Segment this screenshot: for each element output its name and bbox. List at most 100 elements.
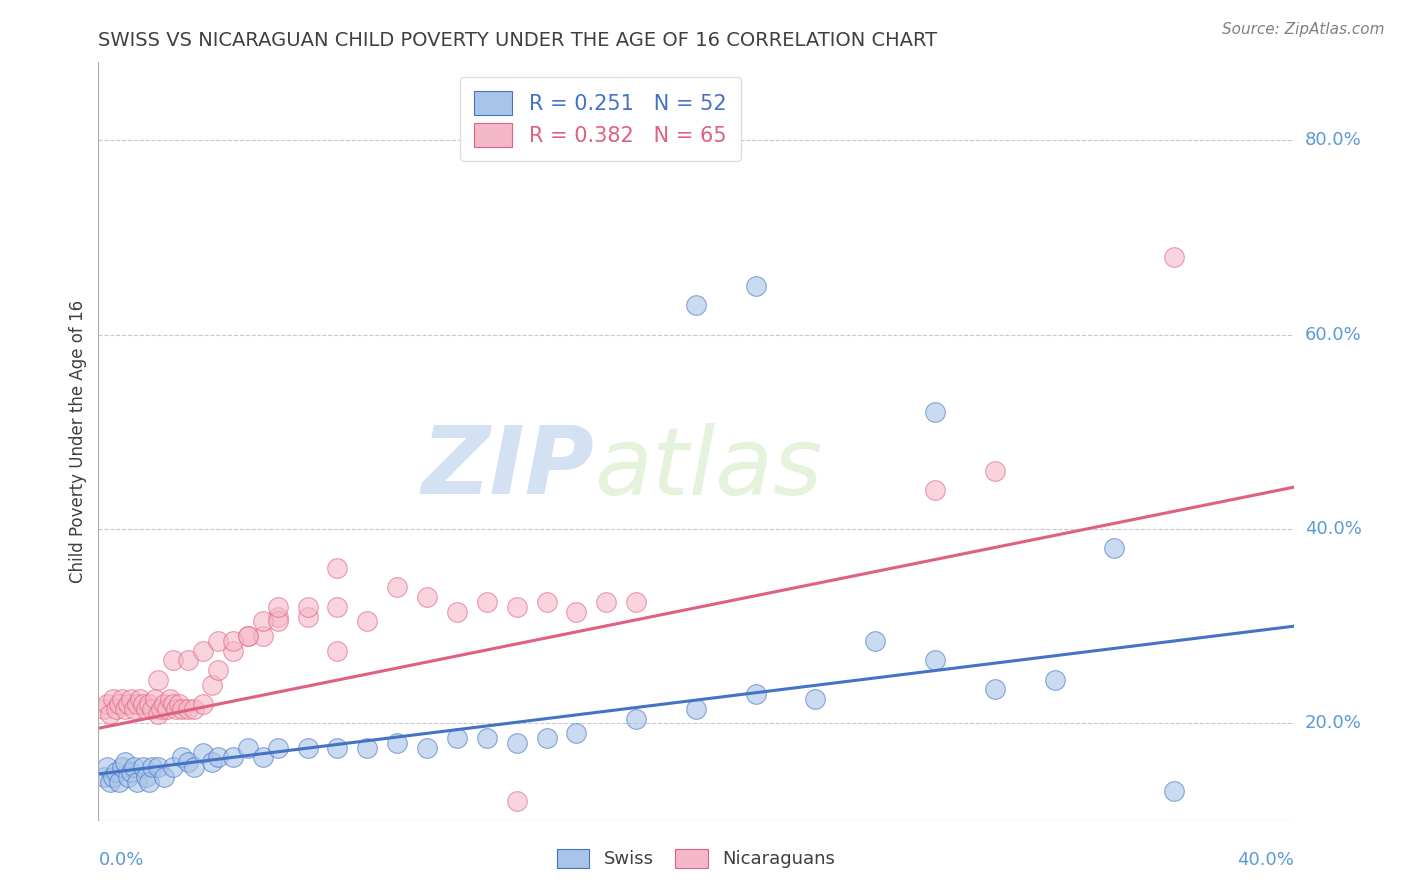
Point (103, 770, 125, 784)
Point (356, 740, 378, 755)
Point (236, 740, 259, 755)
Point (124, 760, 146, 774)
Point (132, 697, 155, 711)
Point (416, 740, 439, 755)
Text: atlas: atlas (595, 423, 823, 514)
Text: 40.0%: 40.0% (1305, 520, 1361, 538)
Point (111, 760, 134, 774)
Text: 80.0%: 80.0% (1305, 131, 1361, 149)
Point (385, 736, 409, 750)
Point (148, 760, 170, 774)
Legend: Swiss, Nicaraguans: Swiss, Nicaraguans (557, 849, 835, 869)
Point (804, 692, 827, 706)
Point (446, 605, 468, 619)
Point (183, 760, 205, 774)
Point (148, 706, 170, 721)
Point (565, 605, 588, 619)
Point (326, 740, 349, 755)
Point (132, 760, 155, 774)
Point (153, 770, 176, 784)
Point (475, 731, 498, 745)
Point (356, 615, 378, 629)
Point (984, 464, 1007, 478)
Text: ZIP: ZIP (422, 422, 595, 514)
Point (236, 629, 259, 643)
Point (120, 765, 142, 780)
Point (252, 615, 274, 629)
Point (172, 702, 194, 716)
Point (565, 726, 588, 740)
Point (326, 599, 349, 614)
Point (105, 765, 128, 780)
Point (127, 697, 149, 711)
Point (924, 653, 946, 667)
Point (177, 756, 200, 770)
Point (297, 599, 319, 614)
Point (172, 750, 194, 764)
Text: SWISS VS NICARAGUAN CHILD POVERTY UNDER THE AGE OF 16 CORRELATION CHART: SWISS VS NICARAGUAN CHILD POVERTY UNDER … (98, 31, 938, 50)
Point (984, 682, 1007, 697)
Point (475, 595, 498, 609)
Point (162, 697, 184, 711)
Point (93, 702, 115, 716)
Point (626, 595, 648, 609)
Point (267, 609, 290, 624)
Point (1163, 250, 1185, 264)
Point (446, 731, 468, 745)
Point (98, 706, 122, 721)
Point (536, 595, 558, 609)
Point (236, 629, 259, 643)
Point (252, 629, 274, 643)
Point (924, 405, 946, 419)
Point (222, 643, 245, 657)
Point (416, 590, 439, 604)
Point (191, 697, 214, 711)
Point (117, 697, 139, 711)
Point (536, 731, 558, 745)
Point (506, 736, 529, 750)
Point (159, 692, 181, 706)
Point (385, 580, 409, 594)
Point (165, 702, 187, 716)
Point (183, 702, 205, 716)
Point (1043, 673, 1066, 687)
Point (143, 692, 166, 706)
Point (685, 702, 707, 716)
Point (120, 692, 142, 706)
Point (326, 561, 349, 575)
Point (297, 609, 319, 624)
Point (162, 760, 184, 774)
Point (167, 697, 190, 711)
Point (222, 633, 245, 648)
Point (127, 774, 149, 789)
Point (267, 615, 290, 629)
Point (141, 702, 163, 716)
Point (108, 774, 131, 789)
Point (150, 702, 173, 716)
Point (1163, 784, 1185, 798)
Point (129, 692, 152, 706)
Point (96, 760, 118, 774)
Point (138, 697, 160, 711)
Point (924, 483, 946, 497)
Point (326, 643, 349, 657)
Point (207, 633, 229, 648)
Y-axis label: Child Poverty Under the Age of 16: Child Poverty Under the Age of 16 (69, 300, 87, 583)
Point (156, 702, 179, 716)
Text: 60.0%: 60.0% (1305, 326, 1361, 343)
Point (124, 702, 146, 716)
Text: 20.0%: 20.0% (1305, 714, 1361, 732)
Point (98, 774, 122, 789)
Point (685, 298, 707, 312)
Point (177, 702, 200, 716)
Point (207, 750, 229, 764)
Point (148, 673, 170, 687)
Point (595, 595, 617, 609)
Point (745, 687, 768, 701)
Point (506, 599, 529, 614)
Point (93, 770, 115, 784)
Point (222, 750, 245, 764)
Point (162, 653, 184, 667)
Point (135, 770, 157, 784)
Point (626, 712, 648, 726)
